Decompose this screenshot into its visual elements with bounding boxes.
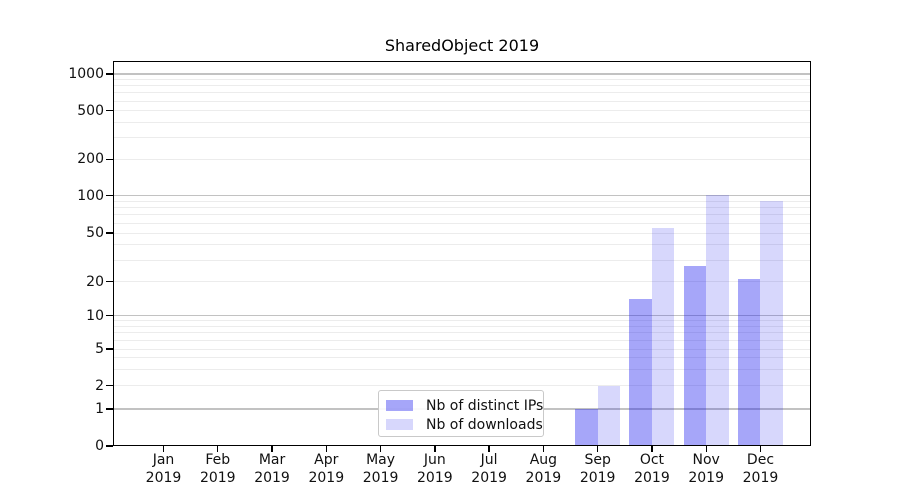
minor-gridline: [113, 259, 811, 261]
y-tick-label: 20: [86, 273, 104, 290]
x-tick: [596, 446, 599, 452]
minor-gridline: [113, 207, 811, 209]
y-tick-label: 100: [77, 187, 104, 204]
y-tick-label: 5: [95, 341, 104, 357]
major-gridline: [113, 195, 811, 197]
minor-gridline: [113, 214, 811, 216]
y-tick-label: 0: [95, 438, 104, 454]
minor-gridline: [113, 158, 811, 160]
y-tick: [106, 408, 113, 410]
minor-gridline: [113, 348, 811, 350]
x-tick: [271, 446, 273, 452]
minor-gridline: [113, 281, 811, 282]
x-tick-label: Jul 2019: [471, 452, 507, 486]
x-tick-label: Dec 2019: [742, 452, 779, 486]
minor-gridline: [113, 232, 811, 234]
bar-sep-distinct-ips: [575, 409, 598, 446]
bar-dec-distinct-ips: [737, 278, 761, 446]
y-tick: [106, 232, 113, 234]
y-tick-label: 1000: [68, 66, 104, 82]
minor-gridline: [113, 79, 811, 81]
y-tick-label: 2: [95, 377, 104, 394]
x-tick-label: Jun 2019: [417, 452, 453, 486]
x-tick: [217, 446, 219, 452]
y-tick: [106, 280, 113, 283]
x-tick-label: Feb 2019: [199, 452, 236, 486]
x-tick: [488, 446, 490, 452]
bar-oct-distinct-ips: [629, 299, 652, 446]
minor-gridline: [113, 244, 811, 246]
legend: Nb of distinct IPs Nb of downloads: [378, 390, 544, 437]
plot-area: [113, 61, 811, 446]
y-tick: [106, 348, 113, 350]
x-tick: [379, 446, 382, 452]
chart-title: SharedObject 2019: [384, 36, 540, 55]
x-tick-label: Oct 2019: [634, 452, 670, 486]
y-tick: [106, 110, 113, 112]
legend-item-distinct-ips: Nb of distinct IPs: [379, 396, 543, 415]
minor-gridline: [113, 92, 811, 94]
x-tick-label: Sep 2019: [579, 452, 616, 486]
minor-gridline: [113, 320, 811, 322]
x-tick-label: Nov 2019: [688, 452, 724, 486]
major-gridline: [113, 73, 811, 75]
y-tick-label: 1: [95, 401, 104, 417]
y-tick: [106, 445, 113, 447]
bar-sep-downloads: [597, 385, 621, 446]
legend-item-downloads: Nb of downloads: [379, 415, 543, 434]
y-tick-label: 200: [77, 151, 104, 168]
x-tick-label: May 2019: [362, 452, 399, 486]
legend-label-distinct-ips: Nb of distinct IPs: [426, 397, 544, 414]
minor-gridline: [113, 325, 811, 327]
minor-gridline: [113, 368, 811, 370]
x-tick: [162, 446, 165, 452]
major-gridline: [113, 315, 811, 317]
y-tick: [106, 73, 113, 75]
x-tick: [759, 446, 762, 452]
bar-nov-distinct-ips: [683, 265, 707, 446]
y-tick: [106, 384, 113, 387]
x-tick: [705, 446, 707, 452]
y-tick: [106, 195, 113, 197]
y-tick-label: 50: [86, 225, 104, 241]
x-tick-label: Jan 2019: [145, 452, 182, 486]
minor-gridline: [113, 200, 811, 202]
minor-gridline: [113, 122, 811, 124]
bar-oct-downloads: [651, 227, 675, 446]
minor-gridline: [113, 110, 811, 112]
bar-nov-downloads: [706, 194, 729, 446]
legend-swatch-downloads: [386, 419, 413, 430]
minor-gridline: [113, 222, 811, 224]
y-tick-label: 10: [86, 307, 104, 324]
x-tick: [651, 446, 653, 452]
x-tick-label: Aug 2019: [525, 452, 562, 486]
y-tick-label: 500: [77, 102, 104, 119]
y-tick: [106, 315, 113, 317]
bar-dec-downloads: [760, 201, 783, 446]
minor-gridline: [113, 357, 811, 359]
minor-gridline: [113, 100, 811, 102]
legend-swatch-distinct-ips: [386, 400, 413, 411]
x-tick: [542, 446, 545, 452]
minor-gridline: [113, 85, 811, 87]
minor-gridline: [113, 332, 811, 334]
minor-gridline: [113, 385, 811, 386]
x-tick-label: Apr 2019: [308, 452, 345, 486]
legend-label-downloads: Nb of downloads: [426, 416, 543, 433]
minor-gridline: [113, 339, 811, 341]
x-tick-label: Mar 2019: [254, 452, 290, 486]
x-tick: [434, 446, 436, 452]
y-tick: [106, 158, 113, 160]
minor-gridline: [113, 137, 811, 139]
x-tick: [325, 446, 327, 452]
